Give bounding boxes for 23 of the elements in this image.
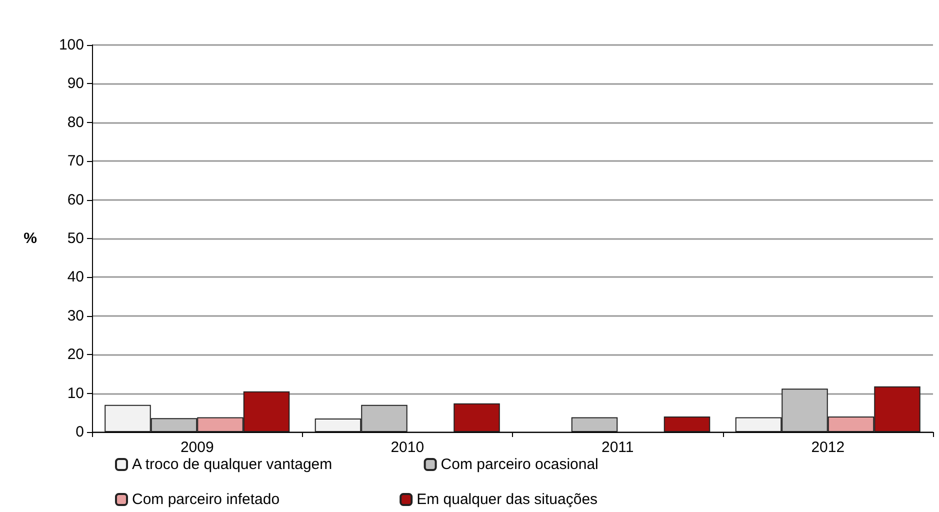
y-tick-label: 60 <box>67 191 84 208</box>
bar <box>664 416 710 432</box>
y-tick-label: 70 <box>67 152 84 170</box>
x-tick-label: 2011 <box>601 439 634 456</box>
y-tick-label: 20 <box>67 346 84 364</box>
y-tick-label: 0 <box>76 424 84 440</box>
y-tick-label: 100 <box>58 36 84 54</box>
legend-label: Com parceiro ocasional <box>440 456 694 473</box>
x-tick-label: 2009 <box>180 439 214 456</box>
y-tick-label: 10 <box>67 384 84 402</box>
legend-label: Com parceiro infetado <box>132 491 380 508</box>
x-tick-label: 2010 <box>390 439 424 456</box>
y-tick-label: 90 <box>67 75 84 92</box>
y-tick-label: 40 <box>67 268 84 286</box>
x-tick-label: 2012 <box>811 439 845 456</box>
bar <box>571 417 618 432</box>
legend-label: Em qualquer das situações <box>416 491 681 508</box>
y-axis-title: % <box>24 230 37 247</box>
bar <box>454 403 500 432</box>
y-tick-label: 50 <box>67 230 84 247</box>
y-tick-label: 80 <box>67 114 84 131</box>
y-tick-label: 30 <box>67 307 84 324</box>
legend-label: A troco de qualquer vantagem <box>132 456 403 473</box>
